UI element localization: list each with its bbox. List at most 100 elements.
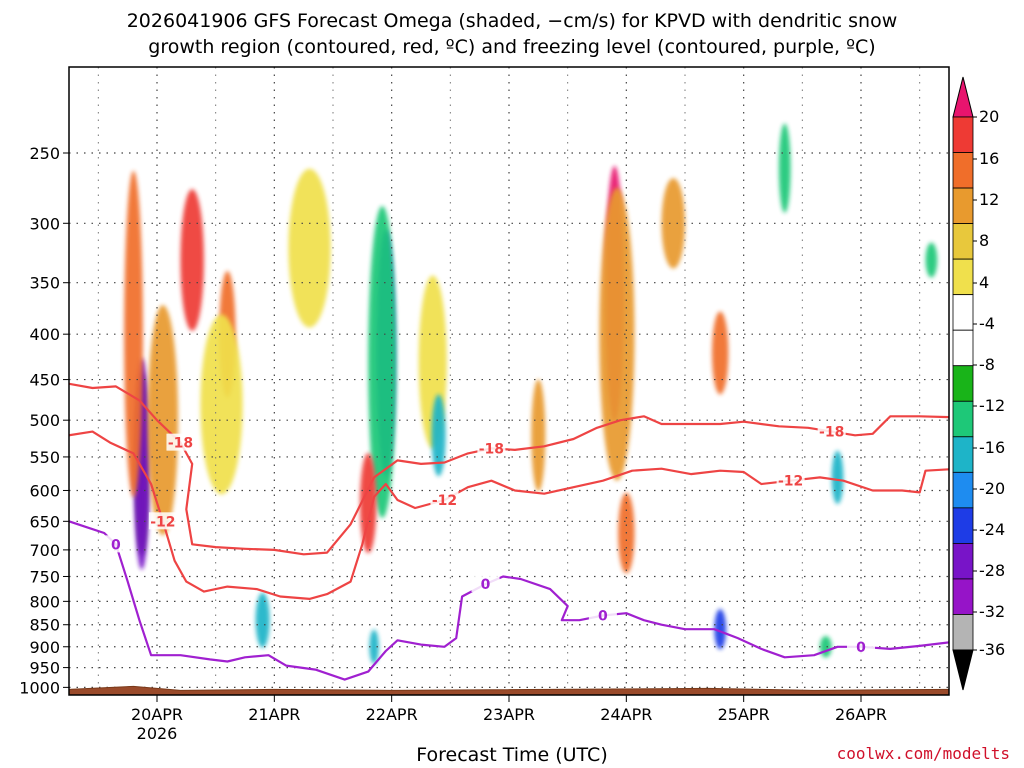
colorbar-box: [952, 152, 974, 189]
y-tick-label-350: 350: [29, 274, 60, 293]
colorbar-label--36: -36: [979, 640, 1005, 659]
colorbar-label--20: -20: [979, 479, 1005, 498]
omega-cell-3: [147, 305, 179, 536]
omega-cell-21: [714, 609, 727, 650]
colorbar-label-20: 20: [979, 107, 999, 126]
contour-label: -12: [150, 514, 175, 530]
colorbar-box: [952, 436, 974, 473]
omega-cell-19: [661, 178, 685, 269]
y-axis: 250 300 350 400 450 500 550 600 650 700 750 800 850 9…: [19, 144, 69, 697]
y-tick-label-500: 500: [29, 411, 60, 430]
colorbar-box: [952, 258, 974, 296]
x-tick-label-21APR: 21APR: [248, 705, 300, 724]
contour-label-bg: [430, 490, 459, 508]
contour-label: -12: [778, 474, 803, 490]
colorbar: 20 16 12 8 4 -4 -8 -12 -16 -20 -24 -28 -32 -36: [952, 76, 1005, 691]
contour-label-bg: [588, 606, 617, 624]
omega-cell-24: [819, 636, 832, 658]
x-tick-label-20APR: 20APR: [131, 705, 183, 724]
colorbar-box: [952, 507, 974, 544]
omega-cell-4: [180, 189, 204, 331]
colorbar-box: [952, 471, 974, 509]
contour-label: -12: [432, 493, 457, 509]
credit-link[interactable]: coolwx.com/modelts: [836, 744, 1010, 763]
contour-isotherm-minus12: [69, 430, 949, 600]
omega-cell-20: [711, 311, 729, 395]
colorbar-box: [952, 116, 974, 153]
y-tick-label-850: 850: [29, 616, 60, 635]
colorbar-label--4: -4: [979, 314, 995, 333]
y-tick-label-1000: 1000: [19, 678, 60, 697]
contour-label-bg: [477, 439, 506, 457]
omega-cell-7: [255, 592, 270, 648]
contour-label: 0: [598, 609, 608, 625]
omega-cell-10: [368, 206, 397, 518]
omega-shading: [124, 123, 938, 664]
chart-title: 2026041906 GFS Forecast Omega (shaded, −…: [126, 10, 898, 58]
contour-label-bg: [471, 575, 500, 593]
x-tick-sublabel-year: 2026: [137, 724, 178, 743]
x-tick-label-22APR: 22APR: [366, 705, 418, 724]
colorbar-label-8: 8: [979, 231, 989, 250]
colorbar-label--32: -32: [979, 602, 1005, 621]
colorbar-bottom-arrow: [952, 649, 974, 691]
contour-label-bg: [166, 433, 195, 451]
contour-label-bg: [847, 637, 875, 655]
omega-cell-8: [288, 168, 331, 328]
contour-label: -18: [819, 425, 844, 441]
colorbar-label--8: -8: [979, 355, 995, 374]
contour-label-bg: [148, 512, 177, 530]
contour-label: 0: [481, 577, 491, 593]
contour-label: 0: [111, 537, 121, 553]
colorbar-label-16: 16: [979, 149, 999, 168]
colorbar-label--16: -16: [979, 438, 1005, 457]
colorbar-label-4: 4: [979, 273, 989, 292]
y-tick-label-950: 950: [29, 659, 60, 678]
omega-cell-6: [200, 314, 243, 495]
x-tick-label-23APR: 23APR: [483, 705, 535, 724]
colorbar-box: [952, 614, 974, 651]
omega-cell-14: [431, 394, 446, 477]
y-tick-label-800: 800: [29, 592, 60, 611]
omega-cell-2: [124, 170, 143, 498]
y-tick-label-700: 700: [29, 541, 60, 560]
omega-cell-11: [359, 453, 377, 554]
y-tick-label-450: 450: [29, 371, 60, 390]
x-tick-label-24APR: 24APR: [600, 705, 652, 724]
omega-cell-12: [369, 629, 379, 664]
contour-label-bg: [776, 471, 805, 489]
grid: [69, 67, 949, 695]
omega-cell-22: [778, 123, 791, 213]
contour-label: -18: [479, 441, 504, 457]
ground-layer: [69, 685, 949, 695]
contour-lines: -18 -18 -18 -12 -12 -12 0 0 0 0: [69, 382, 949, 681]
y-tick-label-250: 250: [29, 144, 60, 163]
y-tick-label-300: 300: [29, 214, 60, 233]
ground-terrain: [69, 685, 949, 695]
y-tick-label-550: 550: [29, 448, 60, 467]
colorbar-box: [952, 365, 974, 402]
colorbar-label--12: -12: [979, 396, 1005, 415]
contour-label: -18: [168, 436, 193, 452]
colorbar-label--24: -24: [979, 520, 1005, 539]
x-tick-label-26APR: 26APR: [835, 705, 887, 724]
colorbar-box: [952, 543, 974, 580]
omega-cell-23: [831, 450, 844, 505]
y-tick-label-750: 750: [29, 567, 60, 586]
colorbar-box: [952, 223, 974, 260]
y-tick-label-600: 600: [29, 481, 60, 500]
y-tick-label-900: 900: [29, 638, 60, 657]
x-axis-label: Forecast Time (UTC): [416, 744, 608, 766]
colorbar-label--28: -28: [979, 561, 1005, 580]
colorbar-top-arrow: [952, 76, 974, 118]
contour-isotherm-minus18: [69, 382, 949, 556]
contour-label: 0: [856, 640, 866, 656]
y-tick-label-400: 400: [29, 325, 60, 344]
omega-cell-15: [531, 379, 546, 492]
x-axis: 20APR 21APR 22APR 23APR 24APR 25APR 26APR 2026: [131, 695, 887, 743]
contour-label-bg: [817, 422, 846, 440]
x-tick-label-25APR: 25APR: [718, 705, 770, 724]
y-tick-label-650: 650: [29, 512, 60, 531]
colorbar-box: [952, 187, 974, 224]
